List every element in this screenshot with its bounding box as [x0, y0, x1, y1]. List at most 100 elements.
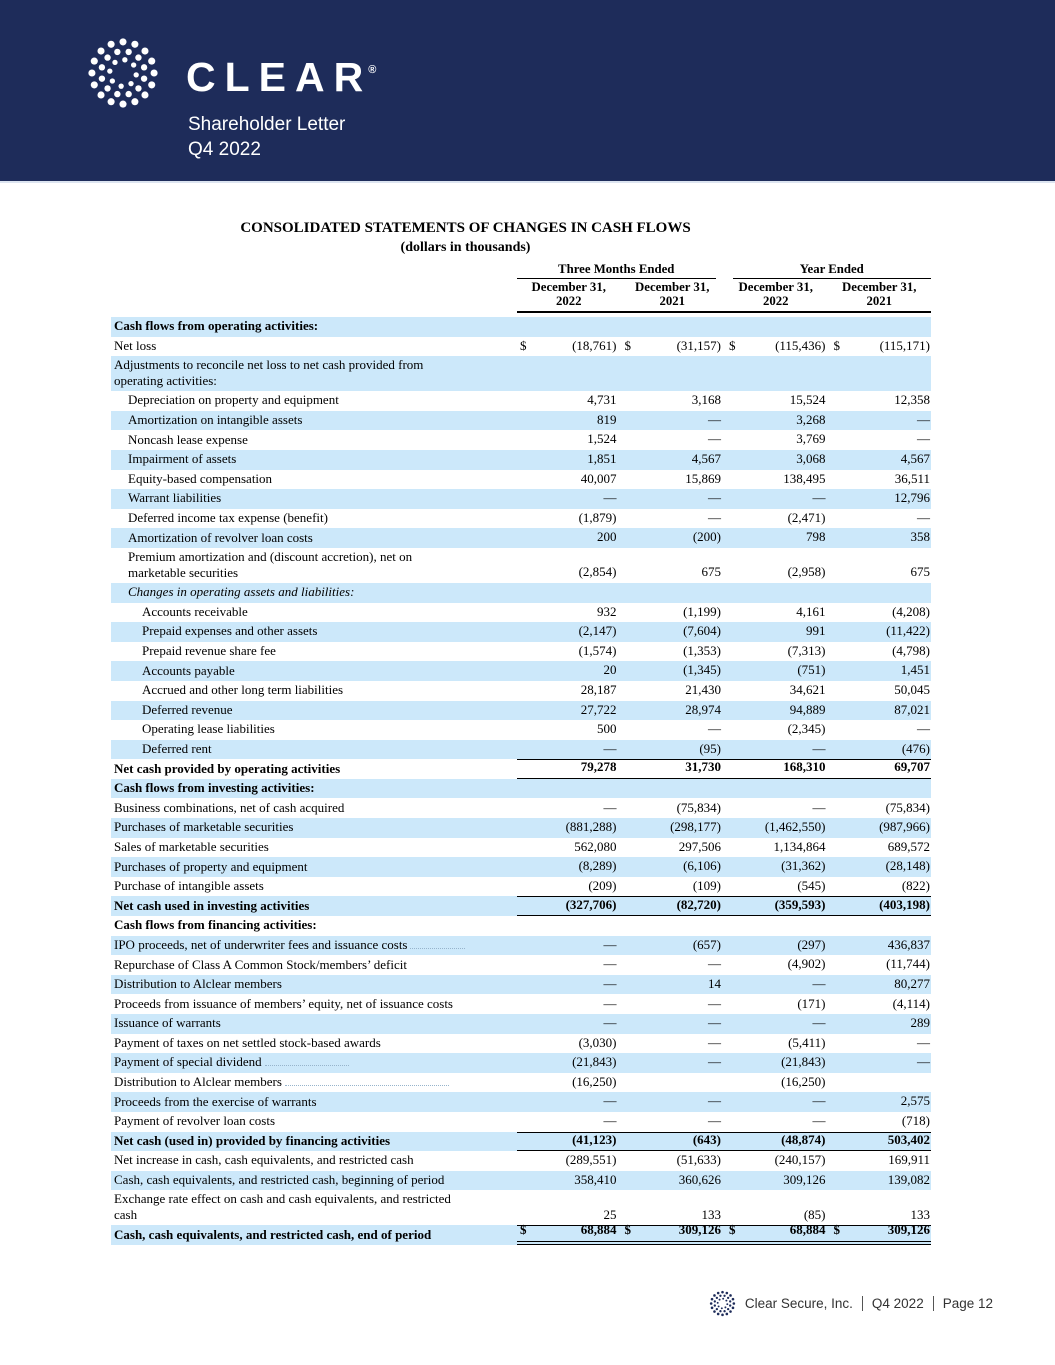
value-cell: —: [603, 1113, 617, 1129]
value-cell: (1,879): [578, 509, 617, 525]
value-cell: —: [708, 431, 721, 447]
row-label: Net loss: [114, 337, 157, 353]
value-cell: 20: [603, 662, 617, 678]
table-row: Net cash used in investing activities (32…: [111, 896, 931, 917]
column-groups: Three Months Ended Year Ended: [517, 262, 931, 279]
value-cell: 297,506: [678, 838, 721, 854]
row-label: Repurchase of Class A Common Stock/membe…: [114, 956, 407, 972]
footer-period: Q4 2022: [871, 1296, 924, 1311]
row-values: [517, 916, 931, 936]
row-values: (21,843) — (21,843) —: [517, 1053, 931, 1073]
value-cell: 689,572: [887, 838, 930, 854]
row-label: Deferred rent: [142, 740, 212, 756]
value-cell: [831, 389, 932, 392]
value-cell: $68,884: [520, 1222, 617, 1238]
value-cell: 50,045: [894, 682, 930, 697]
value-cell: 3,168: [691, 392, 721, 408]
value-cell: 436,837: [887, 936, 930, 952]
page-footer: Clear Secure, Inc. Q4 2022 Page 12: [709, 1290, 993, 1317]
value-cell: —: [917, 431, 930, 447]
value-cell: (2,471): [787, 509, 826, 525]
value-cell: —: [917, 1054, 930, 1070]
column-date-header-row: December 31, 2022 December 31, 2021 Decemb…: [111, 280, 931, 313]
row-values: — 14 — 80,277: [517, 975, 931, 995]
table-row: Accounts payable 20 (1,345) (751) 1,451: [111, 661, 931, 681]
value-cell: —: [812, 1113, 826, 1129]
value-cell: —: [708, 1015, 721, 1031]
row-values: 932 (1,199) 4,161 (4,208): [517, 603, 931, 623]
row-values: (209) (109) (545) (822): [517, 877, 931, 897]
value-cell: 139,082: [887, 1171, 930, 1187]
table-row: Net increase in cash, cash equivalents, …: [111, 1151, 931, 1171]
row-label: Issuance of warrants: [114, 1015, 221, 1031]
row-label: Business combinations, net of cash acqui…: [114, 799, 345, 815]
row-label: Purchase of intangible assets: [114, 878, 264, 894]
value-cell: —: [917, 509, 930, 525]
row-label: Impairment of assets: [128, 451, 237, 467]
value-cell: [622, 933, 727, 936]
row-values: [517, 583, 931, 603]
table-row: Proceeds from the exercise of warrants — —…: [111, 1092, 931, 1112]
footer-separator: [861, 1296, 863, 1311]
value-cell: —: [603, 799, 617, 815]
row-values: (289,551) (51,633) (240,157) 169,911: [517, 1151, 931, 1171]
row-label: Distribution to Alclear members: [111, 1074, 517, 1092]
table-row: Distribution to Alclear members — 14 — 80,27…: [111, 974, 931, 995]
value-cell: 34,621: [789, 682, 826, 697]
row-label: Purchases of property and equipment: [114, 858, 308, 874]
value-cell: (297): [797, 936, 826, 952]
row-label: Cash flows from operating activities:: [114, 318, 319, 334]
value-cell: [726, 334, 831, 337]
row-values: (16,250) (16,250): [517, 1073, 931, 1093]
row-label: Exchange rate effect on cash and cash eq…: [114, 1191, 451, 1223]
row-values: 562,080 297,506 1,134,864 689,572: [517, 838, 931, 858]
value-cell: (4,902): [787, 956, 826, 972]
row-values: 28,187 21,430 34,621 50,045: [517, 681, 931, 701]
value-cell: 79,278: [580, 759, 617, 775]
value-cell: $ (31,157): [624, 337, 722, 353]
value-cell: —: [917, 1034, 930, 1050]
row-values: 1,524 — 3,769 —: [517, 430, 931, 450]
row-values: 4,731 3,168 15,524 12,358: [517, 391, 931, 411]
table-row: Net cash provided by operating activitie…: [111, 759, 931, 779]
row-label: Net cash (used in) provided by financing…: [114, 1132, 391, 1148]
value-cell: (476): [901, 740, 930, 756]
value-cell: 69,707: [894, 759, 930, 775]
row-values: (1,879) — (2,471) —: [517, 509, 931, 529]
value-cell: 562,080: [574, 838, 617, 854]
table-row: Adjustments to reconcile net loss to net…: [111, 356, 932, 392]
value-cell: (4,798): [892, 642, 930, 658]
row-values: — — — 12,796: [517, 489, 931, 509]
value-cell: —: [708, 490, 721, 506]
value-cell: [726, 600, 831, 603]
row-label: Cash, cash equivalents, and restricted c…: [114, 1226, 432, 1242]
value-cell: (200): [692, 529, 721, 545]
value-cell: [622, 334, 727, 337]
column-group-header-row: Three Months Ended Year Ended: [111, 262, 931, 281]
value-cell: —: [603, 1015, 617, 1031]
value-cell: —: [603, 956, 617, 972]
row-label: Operating lease liabilities: [142, 721, 275, 737]
value-cell: (171): [797, 995, 826, 1011]
value-cell: —: [812, 1015, 826, 1031]
clear-logo-icon: [86, 36, 160, 110]
value-cell: (3,030): [578, 1034, 617, 1050]
row-label: Cash flows from financing activities:: [114, 917, 317, 933]
row-values: 358,410 360,626 309,126 139,082: [517, 1171, 931, 1191]
row-label: Equity-based compensation: [128, 470, 273, 486]
table-row: Accrued and other long term liabilities 2…: [111, 681, 931, 701]
row-label: Proceeds from the exercise of warrants: [114, 1093, 317, 1109]
row-label: Adjustments to reconcile net loss to net…: [114, 357, 424, 388]
value-cell: 138,495: [783, 470, 826, 486]
row-label: Payment of revolver loan costs: [114, 1113, 276, 1129]
table-row: Exchange rate effect on cash and cash eq…: [111, 1190, 931, 1225]
value-cell: —: [603, 1093, 617, 1109]
row-label: Premium amortization and (discount accre…: [128, 548, 413, 580]
table-row: Accounts receivable 932 (1,199) 4,161 (4,208…: [111, 603, 931, 623]
row-values: 27,722 28,974 94,889 87,021: [517, 701, 931, 721]
value-cell: [726, 933, 831, 936]
row-values: — (657) (297) 436,837: [517, 936, 931, 956]
row-label: Net cash used in investing activities: [114, 897, 310, 913]
value-cell: [831, 334, 932, 337]
value-cell: (298,177): [670, 819, 721, 835]
